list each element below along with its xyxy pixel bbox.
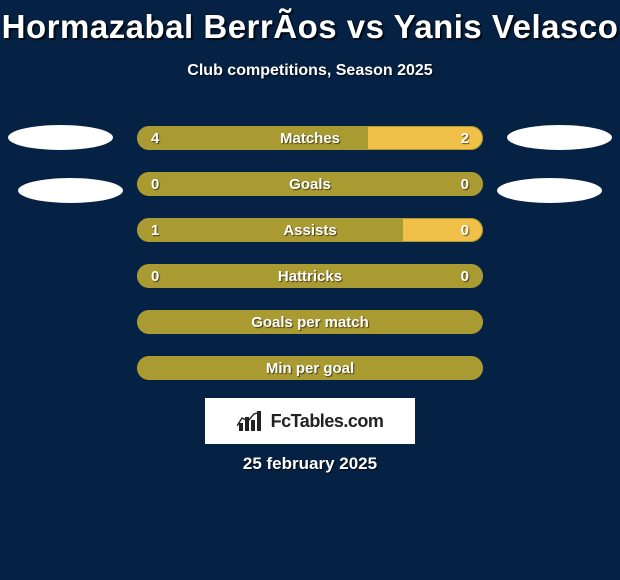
stat-row: Assists1 0 bbox=[137, 218, 483, 242]
stat-label: Goals per match bbox=[137, 310, 483, 334]
comparison-infographic: Hormazabal BerrÃ­os vs Yanis Velasco Clu… bbox=[0, 0, 620, 580]
stat-label: Matches bbox=[137, 126, 483, 150]
player-left-avatar-1 bbox=[8, 125, 113, 150]
logo-badge: FcTables.com bbox=[205, 398, 415, 444]
stat-value-right: 0 bbox=[461, 218, 469, 242]
player-right-avatar-2 bbox=[497, 178, 602, 203]
stat-label: Goals bbox=[137, 172, 483, 196]
stat-value-right: 0 bbox=[461, 172, 469, 196]
stat-label: Hattricks bbox=[137, 264, 483, 288]
page-subtitle: Club competitions, Season 2025 bbox=[0, 62, 620, 80]
bar-chart-icon bbox=[237, 409, 265, 433]
date-label: 25 february 2025 bbox=[0, 454, 620, 474]
stat-label: Min per goal bbox=[137, 356, 483, 380]
stat-value-left: 0 bbox=[151, 264, 159, 288]
stat-rows: Matches42Goals00Assists10Hattricks00Goal… bbox=[137, 126, 483, 402]
stat-value-left: 4 bbox=[151, 126, 159, 150]
stat-row: Goals0 0 bbox=[137, 172, 483, 196]
player-right-avatar-1 bbox=[507, 125, 612, 150]
stat-value-left: 0 bbox=[151, 172, 159, 196]
stat-label: Assists bbox=[137, 218, 483, 242]
stat-row: Goals per match bbox=[137, 310, 483, 334]
logo-text: FcTables.com bbox=[271, 411, 384, 432]
stat-value-right: 0 bbox=[461, 264, 469, 288]
stat-row: Hattricks0 0 bbox=[137, 264, 483, 288]
stat-row: Min per goal bbox=[137, 356, 483, 380]
stat-value-right: 2 bbox=[461, 126, 469, 150]
stat-row: Matches4 2 bbox=[137, 126, 483, 150]
player-left-avatar-2 bbox=[18, 178, 123, 203]
page-title: Hormazabal BerrÃ­os vs Yanis Velasco bbox=[0, 8, 620, 46]
stat-value-left: 1 bbox=[151, 218, 159, 242]
